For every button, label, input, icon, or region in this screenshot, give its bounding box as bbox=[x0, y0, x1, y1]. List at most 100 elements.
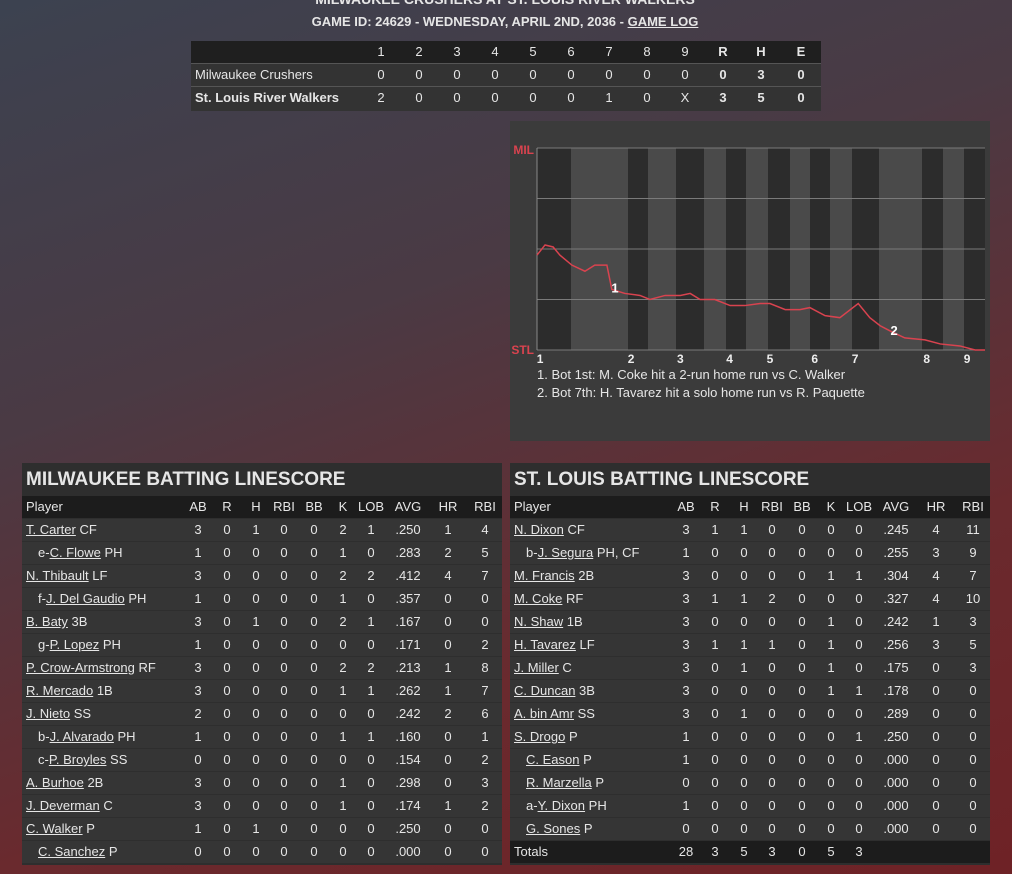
player-link[interactable]: P. Lopez bbox=[49, 637, 100, 652]
player-link[interactable]: M. Coke bbox=[514, 591, 563, 606]
player-link[interactable]: C. Flowe bbox=[49, 545, 101, 560]
stat-cell: 0 bbox=[798, 752, 806, 767]
stat-cell: 0 bbox=[855, 591, 863, 606]
table-title: ST. LOUIS BATTING LINESCORE bbox=[514, 469, 810, 490]
player-cell: N. Shaw 1B bbox=[514, 611, 583, 633]
position: PH bbox=[128, 591, 147, 606]
player-link[interactable]: N. Dixon bbox=[514, 522, 564, 537]
player-link[interactable]: B. Baty bbox=[26, 614, 68, 629]
stat-cell: 0 bbox=[310, 522, 318, 537]
stat-cell: 0 bbox=[768, 614, 776, 629]
stat-cell: 0 bbox=[223, 545, 231, 560]
column-header: AB bbox=[189, 499, 207, 514]
position: SS bbox=[110, 752, 128, 767]
x-tick-label: 7 bbox=[852, 352, 859, 366]
stat-cell: 0 bbox=[798, 568, 806, 583]
stat-cell: .262 bbox=[395, 683, 421, 698]
player-link[interactable]: N. Thibault bbox=[26, 568, 89, 583]
stat-cell: 0 bbox=[768, 683, 776, 698]
player-link[interactable]: A. Burhoe bbox=[26, 775, 84, 790]
player-link[interactable]: R. Mercado bbox=[26, 683, 94, 698]
player-link[interactable]: C. Sanchez bbox=[38, 844, 106, 859]
stat-cell: 1 bbox=[339, 775, 347, 790]
player-link[interactable]: M. Francis bbox=[514, 568, 575, 583]
table-row bbox=[510, 519, 990, 541]
stat-cell: .175 bbox=[883, 660, 909, 675]
player-cell: N. Thibault LF bbox=[26, 565, 107, 587]
table-row bbox=[22, 519, 502, 541]
table-row bbox=[22, 795, 502, 817]
table-row bbox=[510, 611, 990, 633]
score-cell: 0 bbox=[567, 90, 575, 105]
player-link[interactable]: J. Alvarado bbox=[49, 729, 114, 744]
player-link[interactable]: P. Crow-Armstrong bbox=[26, 660, 135, 675]
stat-cell: 0 bbox=[481, 614, 489, 629]
game-log-link[interactable]: GAME LOG bbox=[627, 14, 699, 29]
player-cell: C. Eason P bbox=[526, 749, 592, 771]
stat-cell: 0 bbox=[223, 706, 231, 721]
column-header: AVG bbox=[394, 499, 422, 514]
stat-cell: 0 bbox=[223, 798, 231, 813]
player-link[interactable]: G. Sones bbox=[526, 821, 581, 836]
sub-prefix: b- bbox=[526, 545, 538, 560]
stat-cell: 0 bbox=[740, 821, 748, 836]
stat-cell: 0 bbox=[932, 706, 940, 721]
stat-cell: 0 bbox=[827, 729, 835, 744]
stat-cell: 0 bbox=[310, 798, 318, 813]
stat-cell: 7 bbox=[969, 568, 977, 583]
table-row bbox=[510, 565, 990, 587]
stat-cell: 3 bbox=[194, 614, 202, 629]
player-link[interactable]: J. Del Gaudio bbox=[45, 591, 125, 606]
stat-cell: 1 bbox=[711, 637, 719, 652]
stat-cell: 0 bbox=[969, 683, 977, 698]
player-link[interactable]: A. bin Amr bbox=[514, 706, 574, 721]
stat-cell: 1 bbox=[740, 706, 748, 721]
player-link[interactable]: T. Carter bbox=[26, 522, 76, 537]
player-link[interactable]: J. Deverman bbox=[26, 798, 100, 813]
player-link[interactable]: C. Eason bbox=[526, 752, 580, 767]
stat-cell: 0 bbox=[682, 775, 690, 790]
player-link[interactable]: Y. Dixon bbox=[537, 798, 586, 813]
stat-cell: 0 bbox=[711, 545, 719, 560]
header-row bbox=[510, 496, 990, 518]
position: PH, CF bbox=[596, 545, 640, 560]
player-cell: M. Francis 2B bbox=[514, 565, 594, 587]
stat-cell: .245 bbox=[883, 522, 909, 537]
player-link[interactable]: J. Segura bbox=[537, 545, 594, 560]
player-link[interactable]: P. Broyles bbox=[48, 752, 107, 767]
stat-cell: 0 bbox=[740, 775, 748, 790]
stat-cell: 1 bbox=[252, 614, 260, 629]
stat-cell: 0 bbox=[711, 614, 719, 629]
stat-cell: 0 bbox=[339, 637, 347, 652]
column-header: 4 bbox=[491, 44, 499, 59]
stat-cell: 0 bbox=[768, 775, 776, 790]
player-link[interactable]: J. Miller bbox=[514, 660, 559, 675]
stat-cell: 0 bbox=[310, 775, 318, 790]
stat-cell: 1 bbox=[827, 568, 835, 583]
column-header: 8 bbox=[643, 44, 651, 59]
stat-cell: 0 bbox=[223, 821, 231, 836]
player-cell: C. Duncan 3B bbox=[514, 680, 595, 702]
score-cell: 0 bbox=[529, 67, 537, 82]
table-row bbox=[22, 703, 502, 725]
player-link[interactable]: J. Nieto bbox=[26, 706, 71, 721]
player-link[interactable]: R. Marzella bbox=[526, 775, 592, 790]
stat-cell: .000 bbox=[883, 821, 909, 836]
player-cell: M. Coke RF bbox=[514, 588, 583, 610]
stat-cell: 0 bbox=[252, 591, 260, 606]
player-cell: H. Tavarez LF bbox=[514, 634, 595, 656]
stat-cell: 0 bbox=[252, 545, 260, 560]
stat-cell: 0 bbox=[310, 844, 318, 859]
player-link[interactable]: S. Drogo bbox=[514, 729, 566, 744]
stat-cell: 2 bbox=[444, 545, 452, 560]
position: P bbox=[595, 775, 605, 790]
player-link[interactable]: N. Shaw bbox=[514, 614, 564, 629]
stat-cell: 4 bbox=[932, 568, 940, 583]
table-row bbox=[510, 749, 990, 771]
column-header: LOB bbox=[357, 499, 385, 514]
stat-cell: 0 bbox=[855, 821, 863, 836]
player-link[interactable]: C. Walker bbox=[26, 821, 83, 836]
player-link[interactable]: C. Duncan bbox=[514, 683, 576, 698]
player-link[interactable]: H. Tavarez bbox=[514, 637, 576, 652]
stat-cell: 2 bbox=[367, 660, 375, 675]
